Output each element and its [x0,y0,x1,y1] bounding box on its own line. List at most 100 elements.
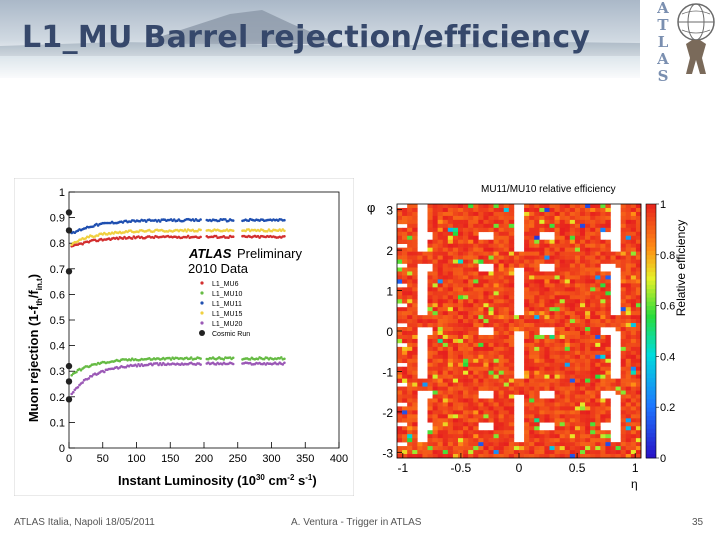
heatmap-cell [483,434,489,439]
heatmap-cell [630,342,637,348]
heatmap-cell [397,207,403,213]
heatmap-cell [600,251,606,256]
heatmap-cell [488,243,494,248]
heatmap-cell [452,362,459,368]
atlas-label: ATLAS [188,246,232,261]
heatmap-cell [498,450,505,455]
plot-frame [68,191,340,449]
colorbar-segment [646,445,656,450]
heatmap-cell [412,283,418,288]
heatmap-cell [539,354,545,360]
heatmap-cell [498,446,505,451]
heatmap-cell [635,390,642,395]
heatmap-cell [554,390,560,395]
heatmap-cell [590,255,596,260]
heatmap-cell [503,295,510,300]
heatmap-cell [580,243,586,248]
heatmap-cell [590,311,596,316]
heatmap-cell [610,454,616,459]
heatmap-cell [503,338,510,344]
heatmap-cell [559,358,566,364]
heatmap-cell [483,275,489,280]
heatmap-cell [559,291,566,296]
heatmap-cell [564,204,571,209]
heatmap-cell [580,342,586,348]
heatmap-cell [427,255,433,260]
heatmap-cell [564,231,571,237]
heatmap-cell [559,223,566,229]
heatmap-cell [615,255,621,260]
heatmap-cell [580,366,586,371]
heatmap-cell [397,255,403,260]
heatmap-cell [447,295,454,300]
heatmap-cell [539,239,545,244]
heatmap-cell [544,303,550,308]
heatmap-cell [569,231,576,237]
heatmap-cell [483,315,489,320]
heatmap-cell [630,299,637,304]
logo-letter: A [657,0,669,17]
heatmap-cell [524,378,530,383]
heatmap-cell [468,338,474,344]
heatmap-cell [539,259,545,264]
heatmap-cell [544,307,550,312]
heatmap-cell [458,255,464,260]
heatmap-cell [630,204,637,209]
heatmap-cell [554,374,560,379]
heatmap-cell [559,434,566,439]
heatmap-cell [564,243,571,248]
heatmap-cell [427,446,433,451]
heatmap-cell [458,227,464,233]
heatmap-cell [635,438,642,443]
heatmap-cell [463,382,469,387]
heatmap-cell [574,263,581,268]
heatmap-cell [397,454,403,459]
heatmap-cell [585,414,591,419]
heatmap-cell [513,450,520,455]
heatmap-cell [559,259,566,264]
heatmap-cell [468,279,474,284]
heatmap-cell [468,370,474,375]
heatmap-cell [600,374,606,379]
heatmap-cell [600,378,606,383]
heatmap-cell [529,291,535,296]
heatmap-cell [513,442,520,447]
heatmap-cell [402,446,408,451]
heatmap-cell [488,219,494,225]
heatmap-cell [620,247,627,252]
heatmap-cell [600,311,606,316]
heatmap-cell [564,418,571,423]
heatmap-cell [508,358,515,364]
heatmap-cell [402,358,408,364]
heatmap-cell [549,207,555,213]
heatmap-cell [610,323,616,328]
heatmap-cell [595,295,601,300]
heatmap-cell [458,283,464,288]
heatmap-cell [503,287,510,292]
heatmap-cell [590,243,596,248]
heatmap-cell [458,275,464,280]
heatmap-cell [600,219,606,225]
heatmap-cell [407,366,413,371]
heatmap-cell [605,299,611,304]
colorbar-segment [646,204,656,209]
heatmap-cell [503,366,510,371]
heatmap-cell [442,370,449,375]
x-tick-label: 200 [195,453,213,465]
heatmap-cell [544,243,550,248]
heatmap-cell [478,450,484,455]
heatmap-cell [458,207,464,213]
heatmap-cell [447,299,454,304]
heatmap-cell [508,366,515,371]
heatmap-cell [468,231,474,237]
heatmap-cell [544,259,550,264]
heatmap-cell [554,307,560,312]
heatmap-cell [478,239,484,244]
heatmap-cell [595,235,601,241]
heatmap-cell [635,434,642,439]
y-tick-label: 0.1 [50,417,65,429]
heatmap-cell [539,382,545,387]
heatmap-cell [397,398,403,403]
heatmap-cell [559,398,566,403]
heatmap-cell [488,275,494,280]
